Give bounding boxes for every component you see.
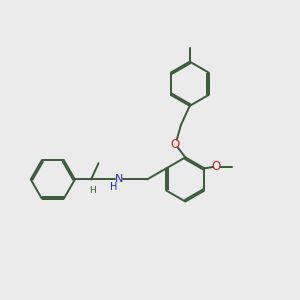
Text: H: H [89, 186, 96, 195]
Text: N: N [115, 174, 123, 184]
Text: H: H [110, 182, 118, 192]
Text: O: O [170, 138, 180, 151]
Text: O: O [212, 160, 221, 173]
